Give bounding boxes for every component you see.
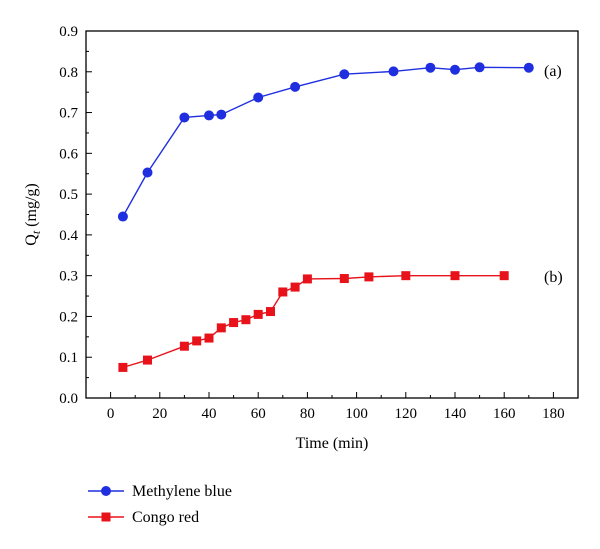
data-point-methylene-blue <box>117 211 128 222</box>
data-point-congo-red <box>290 282 300 292</box>
data-point-methylene-blue <box>388 66 399 77</box>
axes: 0 20 40 60 80 100 120 140 160 180 0.0 0.1 0.2 0.3 0.4 0… <box>59 24 579 422</box>
legend: Methylene blue Congo red <box>88 483 232 526</box>
x-tick-label: 180 <box>542 406 565 422</box>
y-axis-title: Qt (mg/g) <box>23 183 43 245</box>
x-tick-label: 160 <box>493 406 516 422</box>
y-tick-label: 0.1 <box>59 350 78 366</box>
data-point-congo-red <box>339 274 349 284</box>
series-methylene-blue <box>117 62 534 222</box>
data-point-methylene-blue <box>290 81 301 92</box>
data-point-congo-red <box>401 271 411 281</box>
data-point-congo-red <box>278 287 288 297</box>
legend-marker-methylene-blue <box>101 486 111 496</box>
data-point-methylene-blue <box>425 62 436 73</box>
data-point-congo-red <box>241 315 251 325</box>
data-point-methylene-blue <box>253 92 264 103</box>
data-point-methylene-blue <box>474 62 485 73</box>
y-axis-title-unit: (mg/g) <box>23 183 40 231</box>
data-point-congo-red <box>118 362 128 372</box>
y-tick-label: 0.5 <box>59 187 78 203</box>
data-point-congo-red <box>179 341 189 351</box>
series-annotation-b: (b) <box>544 269 563 286</box>
data-point-congo-red <box>266 307 275 317</box>
x-tick-label: 100 <box>345 406 368 422</box>
x-tick-label: 120 <box>395 406 418 422</box>
series-line-methylene-blue <box>122 66 529 217</box>
data-point-congo-red <box>204 333 214 343</box>
labels-layer: Time (min) Qt (mg/g) (a) (b) <box>23 63 563 452</box>
series-line-congo-red <box>122 275 505 369</box>
y-tick-label: 0.3 <box>59 269 78 285</box>
data-point-methylene-blue <box>523 62 534 73</box>
x-tick-label: 60 <box>251 406 266 422</box>
data-point-methylene-blue <box>179 112 190 123</box>
y-axis-title-subscript: t <box>29 230 43 234</box>
y-tick-label: 0.9 <box>59 24 78 40</box>
data-point-congo-red <box>499 271 509 281</box>
x-axis-title: Time (min) <box>296 435 369 452</box>
data-point-congo-red <box>253 309 263 319</box>
legend-marker-congo-red <box>101 512 111 522</box>
data-point-congo-red <box>364 272 374 282</box>
y-tick-label: 0.0 <box>59 391 78 407</box>
y-tick-label: 0.4 <box>59 228 78 244</box>
x-tick-label: 0 <box>107 406 115 422</box>
data-point-methylene-blue <box>216 109 227 120</box>
legend-label-congo-red: Congo red <box>132 509 199 526</box>
series-annotation-a: (a) <box>544 63 562 80</box>
x-tick-label: 20 <box>152 406 167 422</box>
data-point-methylene-blue <box>204 110 214 121</box>
legend-label-methylene-blue: Methylene blue <box>132 483 232 500</box>
plot-frame <box>85 30 579 399</box>
x-tick-label: 40 <box>202 406 217 422</box>
data-point-congo-red <box>450 271 460 281</box>
data-point-congo-red <box>229 318 239 328</box>
y-tick-label: 0.7 <box>59 106 78 122</box>
data-point-congo-red <box>192 336 202 346</box>
data-point-congo-red <box>216 323 226 333</box>
legend-item-methylene-blue: Methylene blue <box>88 483 232 500</box>
series-layer <box>117 62 534 372</box>
legend-item-congo-red: Congo red <box>88 509 199 526</box>
y-axis-title-main: Q <box>23 234 40 246</box>
x-tick-label: 140 <box>444 406 467 422</box>
y-tick-label: 0.2 <box>59 309 78 325</box>
data-point-methylene-blue <box>142 167 153 178</box>
y-tick-label: 0.6 <box>59 146 78 162</box>
x-tick-label: 80 <box>300 406 315 422</box>
data-point-methylene-blue <box>450 64 460 75</box>
y-tick-label: 0.8 <box>59 65 78 81</box>
data-point-methylene-blue <box>339 69 350 80</box>
data-point-congo-red <box>143 355 152 365</box>
series-congo-red <box>118 271 509 372</box>
data-point-congo-red <box>302 274 312 284</box>
